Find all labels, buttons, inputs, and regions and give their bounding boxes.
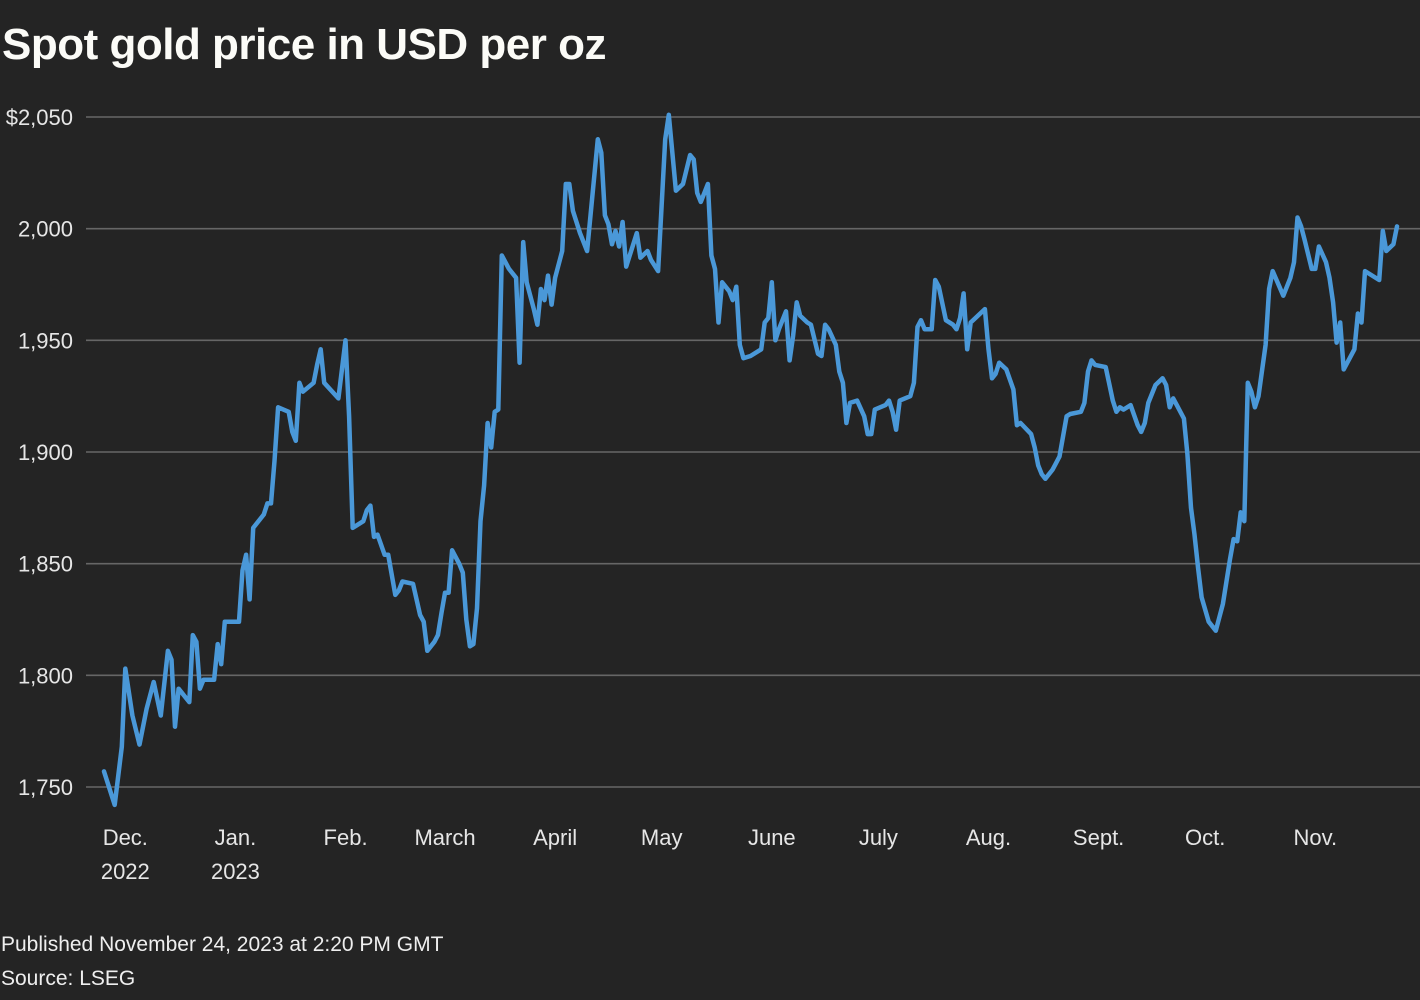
y-tick-label: 1,850 xyxy=(18,552,73,577)
x-tick-label: June xyxy=(748,825,796,850)
y-tick-label: $2,050 xyxy=(6,105,73,130)
x-tick-label: March xyxy=(414,825,475,850)
x-tick-label: Oct. xyxy=(1185,825,1225,850)
y-tick-label: 1,750 xyxy=(18,775,73,800)
y-tick-label: 1,900 xyxy=(18,440,73,465)
published-date: Published November 24, 2023 at 2:20 PM G… xyxy=(1,933,444,956)
gridlines xyxy=(86,116,1420,788)
x-axis-labels: Dec. 2022 Jan. 2023 Feb. March April May June Jul… xyxy=(101,825,1337,884)
gold-price-line xyxy=(101,112,1400,808)
x-tick-label: May xyxy=(641,825,683,850)
y-tick-label: 2,000 xyxy=(18,217,73,242)
x-tick-label: Sept. xyxy=(1073,825,1124,850)
y-axis-labels: $2,050 2,000 1,950 1,900 1,850 1,800 1,750 xyxy=(6,105,73,800)
x-tick-label: Dec. xyxy=(103,825,148,850)
source-note: Source: LSEG xyxy=(1,967,136,990)
x-tick-label: July xyxy=(859,825,898,850)
y-tick-label: 1,950 xyxy=(18,328,73,353)
x-tick-label: Jan. xyxy=(215,825,257,850)
y-tick-label: 1,800 xyxy=(18,663,73,688)
x-tick-label: Nov. xyxy=(1293,825,1337,850)
series-layer xyxy=(101,112,1400,808)
x-tick-label: Feb. xyxy=(324,825,368,850)
chart-title: Spot gold price in USD per oz xyxy=(2,20,606,69)
x-tick-year-label: 2022 xyxy=(101,859,150,884)
x-tick-year-label: 2023 xyxy=(211,859,260,884)
x-tick-label: Aug. xyxy=(966,825,1011,850)
x-tick-label: April xyxy=(533,825,577,850)
